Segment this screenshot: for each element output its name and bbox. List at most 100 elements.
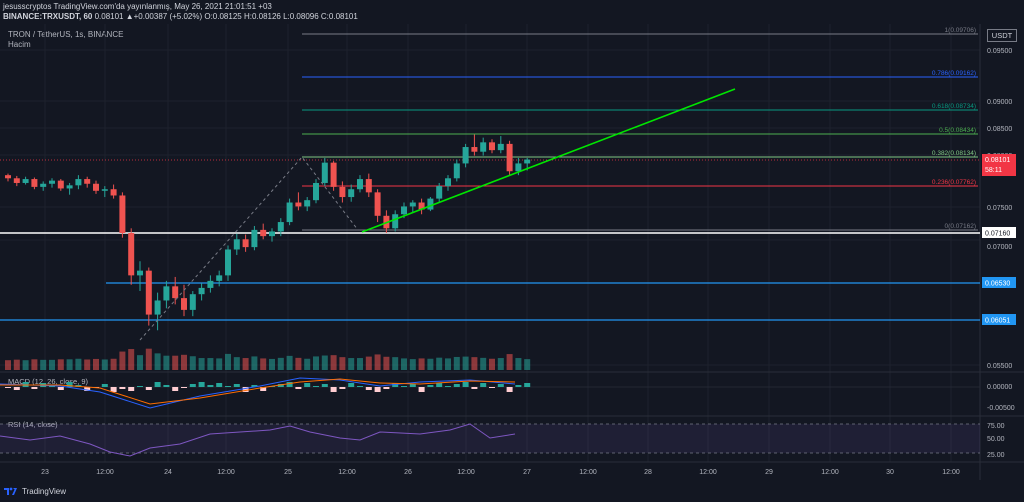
support-blue1-label: 0.06530 [985, 281, 1010, 288]
volume-bar [304, 358, 311, 370]
volume-bar [277, 357, 284, 370]
volume-bar [515, 358, 522, 370]
volume-bar [84, 359, 91, 370]
time-tick-label: 30 [886, 469, 894, 476]
footer-brand: TradingView [22, 486, 67, 496]
macd-hist-bar [260, 387, 267, 391]
candle-body [93, 183, 99, 191]
volume-bar [260, 358, 267, 370]
macd-hist-bar [216, 383, 223, 387]
macd-hist-bar [365, 387, 372, 390]
candle-body [233, 239, 240, 250]
macd-hist-bar [49, 386, 55, 387]
support-white-label-bg [982, 227, 1016, 238]
candle-body [357, 179, 363, 190]
macd-hist-bar [101, 384, 108, 387]
macd-hist-bar [286, 382, 293, 387]
macd-hist-bar [409, 384, 416, 387]
volume-bar [101, 359, 108, 370]
macd-hist-bar [128, 387, 135, 391]
time-tick-label: 12:00 [457, 469, 475, 476]
volume-bar [49, 359, 55, 370]
candle-body [401, 206, 407, 215]
symbol-label: BINANCE:TRXUSDT, 60 [3, 12, 93, 21]
candle-body [339, 186, 346, 198]
publish-info: jesusscryptos TradingView.com'da yayınla… [3, 2, 272, 11]
candle-body [295, 202, 302, 207]
macd-hist-bar [374, 387, 381, 392]
volume-bar [445, 358, 451, 370]
rsi-legend[interactable]: RSI (14, close) [8, 420, 58, 429]
volume-bar [506, 354, 513, 370]
volume-bar [330, 355, 337, 370]
macd-hist-bar [189, 384, 196, 387]
candle-body [128, 233, 135, 276]
candle-body [374, 192, 381, 216]
volume-bar [453, 356, 460, 370]
candle-body [40, 183, 47, 187]
macd-legend[interactable]: MACD (12, 26, close, 9) [8, 377, 89, 386]
volume-bar [13, 359, 20, 370]
macd-hist-bar [242, 387, 249, 392]
time-tick-label: 12:00 [579, 469, 597, 476]
symbol-ohlc-line: BINANCE:TRXUSDT, 60 0.08101 ▲+0.00387 (+… [3, 12, 358, 22]
rsi-tick-label: 50.00 [987, 436, 1005, 443]
volume-bar [471, 357, 478, 370]
candle-body [304, 200, 311, 207]
candle-body [524, 159, 531, 164]
candle-body [163, 286, 170, 301]
tradingview-logo-icon [4, 487, 17, 495]
volume-bar [75, 358, 82, 370]
last-price-badge-bg [982, 154, 1016, 176]
candle-body [66, 185, 73, 189]
macd-hist-bar [57, 387, 64, 390]
candle-body [418, 202, 425, 210]
time-tick-label: 27 [523, 469, 531, 476]
volume-bar [198, 358, 205, 370]
candle-body [216, 275, 223, 281]
volume-bar [66, 359, 73, 370]
pair-legend[interactable]: TRON / TetherUS, 1s, BINANCE [8, 30, 124, 39]
candle-body [321, 162, 328, 183]
volume-legend[interactable]: Hacim [8, 40, 31, 49]
candle-body [453, 163, 460, 179]
volume-bar [145, 348, 152, 370]
macd-hist-bar [119, 387, 126, 389]
time-tick-label: 12:00 [699, 469, 717, 476]
macd-hist-bar [31, 387, 38, 389]
macd-hist-bar [137, 386, 143, 387]
macd-hist-bar [251, 385, 258, 387]
volume-bar [57, 359, 64, 370]
macd-hist-bar [110, 387, 117, 392]
candle-body [277, 222, 284, 232]
macd-hist-bar [462, 382, 469, 387]
candle-body [515, 163, 522, 172]
candle-body [251, 229, 258, 248]
volume-bar [225, 353, 231, 370]
candle-body [5, 175, 11, 179]
candle-body [57, 180, 64, 189]
volume-bar [374, 354, 381, 370]
volume-bar [497, 358, 504, 370]
macd-hist-bar [233, 384, 240, 387]
currency-badge[interactable]: USDT [987, 29, 1017, 42]
macd-hist-bar [489, 387, 495, 388]
volume-bar [189, 356, 196, 370]
candle-body [119, 195, 126, 233]
volume-bar [269, 358, 275, 370]
candle-body [489, 142, 495, 151]
rsi-tick-label: 25.00 [987, 452, 1005, 459]
volume-bar [489, 358, 495, 370]
volume-bar [93, 358, 99, 370]
volume-bar [242, 358, 249, 370]
volume-bar [418, 358, 425, 370]
macd-tick-label: -0.00500 [987, 405, 1015, 412]
volume-bar [462, 356, 469, 370]
macd-hist-bar [277, 384, 284, 387]
candle-body [198, 287, 205, 295]
volume-bar [137, 355, 143, 370]
price-tick-label: 0.09500 [987, 48, 1012, 55]
volume-bar [339, 357, 346, 370]
